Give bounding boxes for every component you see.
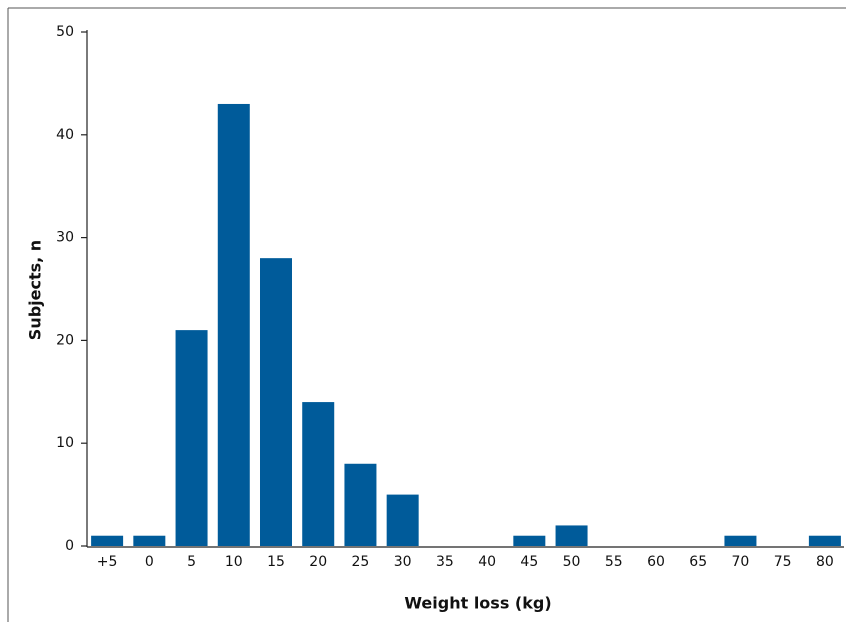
y-tick-label: 50	[56, 24, 74, 40]
x-tick-label: 70	[732, 554, 750, 570]
x-tick-label: 65	[689, 554, 707, 570]
bar	[724, 535, 757, 546]
x-tick-label: 30	[394, 554, 412, 570]
x-tick-label: +5	[97, 554, 118, 570]
bar	[808, 535, 841, 546]
x-tick-label: 25	[352, 554, 370, 570]
x-tick-label: 35	[436, 554, 454, 570]
y-tick-label: 10	[56, 435, 74, 451]
x-tick-label: 60	[647, 554, 665, 570]
bar	[217, 103, 250, 547]
x-tick-label: 10	[225, 554, 243, 570]
bar	[260, 258, 292, 546]
bar	[302, 402, 335, 546]
x-tick-label: 15	[267, 554, 285, 570]
bar	[133, 535, 166, 546]
y-axis-label: Subjects, n	[26, 240, 45, 340]
x-tick-label: 20	[309, 554, 327, 570]
bar	[386, 494, 419, 546]
x-axis-label: Weight loss (kg)	[404, 594, 551, 613]
x-tick-label: 75	[774, 554, 792, 570]
bar	[555, 525, 588, 546]
y-tick-label: 0	[65, 538, 74, 554]
bar	[513, 535, 546, 546]
x-tick-label: 5	[187, 554, 196, 570]
x-tick-label: 55	[605, 554, 623, 570]
bar	[344, 463, 377, 546]
y-tick-label: 30	[56, 230, 74, 246]
x-tick-label: 40	[478, 554, 496, 570]
bar	[175, 330, 208, 546]
x-tick-label: 0	[145, 554, 154, 570]
x-tick-label: 50	[563, 554, 581, 570]
x-tick-label: 45	[520, 554, 538, 570]
y-tick-label: 20	[56, 332, 74, 348]
bar	[91, 535, 124, 546]
y-tick-label: 40	[56, 127, 74, 143]
x-tick-label: 80	[816, 554, 834, 570]
